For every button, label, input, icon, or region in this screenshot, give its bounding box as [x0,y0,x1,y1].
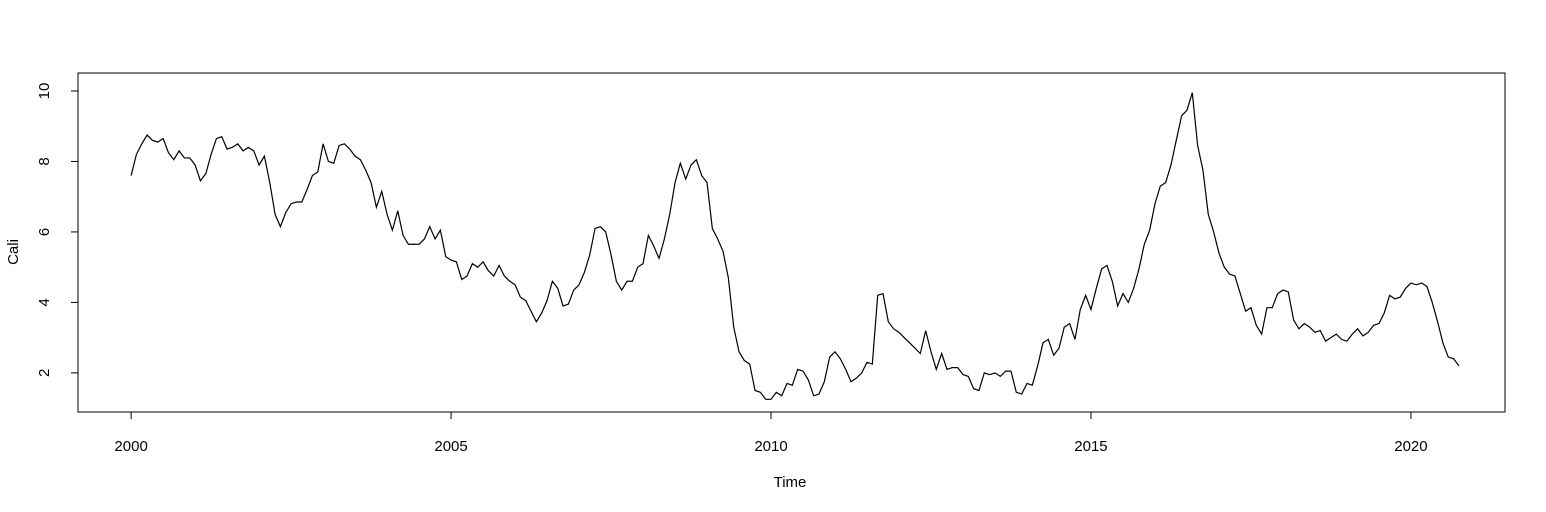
x-tick-label: 2000 [114,438,147,455]
y-tick-label: 6 [36,228,53,236]
y-tick-label: 2 [36,369,53,377]
y-tick-label: 8 [36,157,53,165]
x-tick-label: 2005 [434,438,467,455]
y-tick-label: 10 [36,83,53,100]
data-line [130,92,1460,400]
x-tick-label: 2010 [754,438,787,455]
plot-frame [77,72,1506,413]
y-axis-title: Cali [5,239,22,265]
x-tick-label: 2020 [1394,438,1427,455]
x-tick-label: 2015 [1074,438,1107,455]
x-axis-title: Time [774,474,807,491]
y-tick-label: 4 [36,298,53,306]
